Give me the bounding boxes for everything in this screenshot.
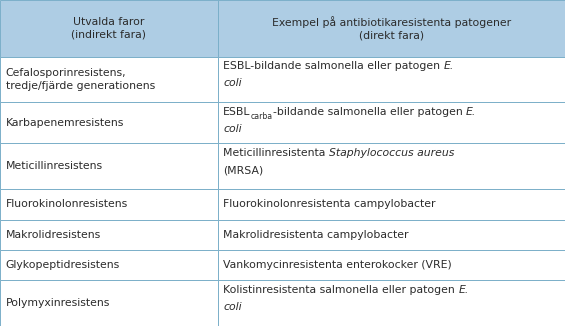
Bar xyxy=(218,250,565,280)
Text: Makrolidresistens: Makrolidresistens xyxy=(6,230,101,240)
Bar xyxy=(0,143,218,189)
Bar xyxy=(0,102,218,143)
Bar xyxy=(0,56,218,102)
Text: Cefalosporinresistens,
tredje/fjärde generationens: Cefalosporinresistens, tredje/fjärde gen… xyxy=(6,68,155,91)
Text: Fluorokinolonresistens: Fluorokinolonresistens xyxy=(6,199,128,209)
Text: Polymyxinresistens: Polymyxinresistens xyxy=(6,298,110,308)
Bar xyxy=(218,102,565,143)
Bar xyxy=(218,189,565,219)
Text: Meticillinresistenta: Meticillinresistenta xyxy=(223,148,329,158)
Text: coli: coli xyxy=(223,302,242,312)
Text: Fluorokinolonresistenta campylobacter: Fluorokinolonresistenta campylobacter xyxy=(223,199,436,209)
Text: E.: E. xyxy=(466,107,476,117)
Text: (MRSA): (MRSA) xyxy=(223,165,263,175)
Bar xyxy=(218,0,565,56)
Text: -bildande salmonella eller patogen: -bildande salmonella eller patogen xyxy=(273,107,466,117)
Text: E.: E. xyxy=(444,61,454,71)
Bar xyxy=(0,219,218,250)
Text: Glykopeptidresistens: Glykopeptidresistens xyxy=(6,260,120,270)
Text: ESBL: ESBL xyxy=(223,107,251,117)
Text: Staphylococcus aureus: Staphylococcus aureus xyxy=(329,148,454,158)
Text: Makrolidresistenta campylobacter: Makrolidresistenta campylobacter xyxy=(223,230,408,240)
Bar xyxy=(218,219,565,250)
Text: Karbapenemresistens: Karbapenemresistens xyxy=(6,118,124,128)
Bar xyxy=(0,250,218,280)
Text: carba: carba xyxy=(251,112,273,121)
Bar xyxy=(218,280,565,326)
Text: E.: E. xyxy=(458,285,469,295)
Text: Exempel på antibiotikaresistenta patogener
(direkt fara): Exempel på antibiotikaresistenta patogen… xyxy=(272,16,511,40)
Bar xyxy=(0,0,218,56)
Text: Utvalda faror
(indirekt fara): Utvalda faror (indirekt fara) xyxy=(71,17,146,39)
Text: Meticillinresistens: Meticillinresistens xyxy=(6,161,103,171)
Bar xyxy=(218,143,565,189)
Bar xyxy=(0,280,218,326)
Bar xyxy=(0,189,218,219)
Text: Kolistinresistenta salmonella eller patogen: Kolistinresistenta salmonella eller pato… xyxy=(223,285,458,295)
Text: coli: coli xyxy=(223,124,242,134)
Text: ESBL-bildande salmonella eller patogen: ESBL-bildande salmonella eller patogen xyxy=(223,61,444,71)
Bar xyxy=(218,56,565,102)
Text: coli: coli xyxy=(223,78,242,88)
Text: Vankomycinresistenta enterokocker (VRE): Vankomycinresistenta enterokocker (VRE) xyxy=(223,260,452,270)
